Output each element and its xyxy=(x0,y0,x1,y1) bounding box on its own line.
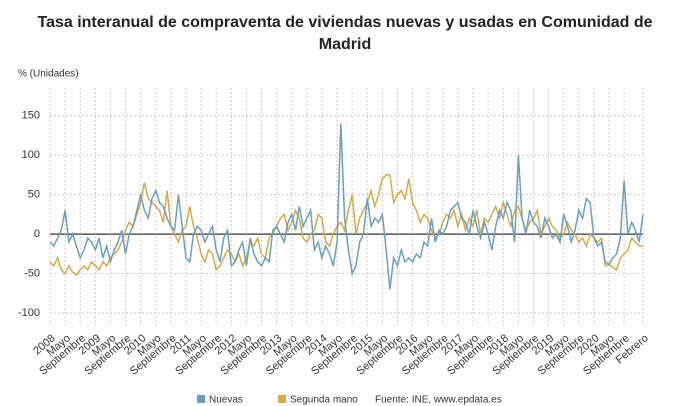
y-tick-label: 100 xyxy=(22,149,40,161)
y-tick-label: -50 xyxy=(24,268,40,280)
legend-label: Nuevas xyxy=(209,395,243,406)
source: Fuente: INE, www.epdata.es xyxy=(375,395,502,406)
series-line xyxy=(49,123,644,290)
y-axis-label: % (Unidades) xyxy=(18,69,79,80)
y-tick-label: 150 xyxy=(22,110,40,122)
series-line xyxy=(49,174,643,277)
y-tick-label: 50 xyxy=(28,189,40,201)
y-tick-label: 0 xyxy=(34,228,40,240)
legend-label: Segunda mano xyxy=(290,395,358,406)
y-tick-label: -100 xyxy=(18,307,40,319)
legend-swatch xyxy=(278,395,286,403)
legend-swatch xyxy=(197,395,205,403)
chart-title: Tasa interanual de compraventa de vivien… xyxy=(37,14,653,53)
